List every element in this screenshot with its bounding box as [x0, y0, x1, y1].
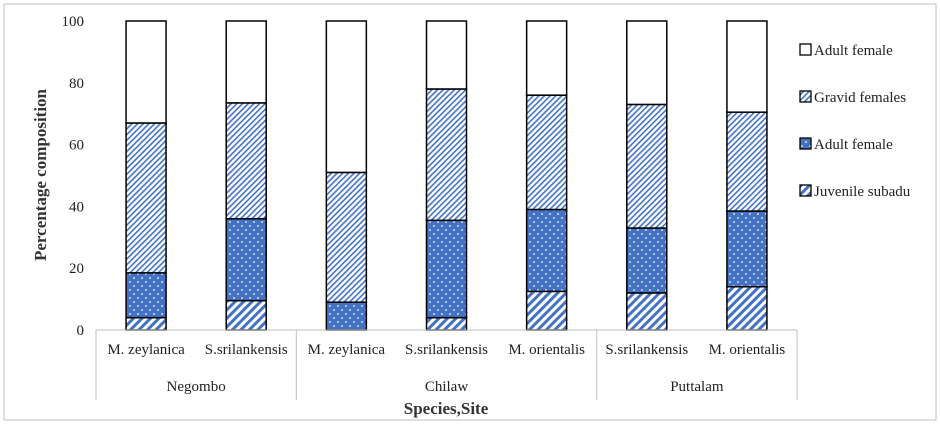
y-axis-title: Percentage composition [31, 88, 50, 261]
bar-segment [325, 171, 368, 303]
bar-segment [225, 299, 267, 331]
x-group-label: Chilaw [425, 379, 468, 395]
bar-segment [626, 20, 668, 106]
x-tick-label: S.srilankensis [205, 342, 288, 358]
x-tick-label: M. zeylanica [308, 342, 386, 358]
bar-segment [225, 102, 267, 220]
x-tick-label: M. orientalis [709, 342, 786, 358]
bar-segment [626, 227, 668, 294]
legend: Adult female Gravid females Adult female Ju… [799, 43, 911, 200]
legend-label: Juvenile subadu [814, 184, 911, 200]
bar-segment [726, 285, 768, 331]
bar-segment [726, 210, 768, 288]
x-axis-title: Species,Site [404, 399, 489, 418]
legend-swatch [799, 137, 812, 150]
bar-segment [125, 272, 167, 319]
bar-segment [425, 316, 468, 331]
y-tick-label: 60 [69, 138, 84, 154]
bar-segment [726, 111, 768, 212]
y-tick-label: 20 [69, 261, 84, 277]
legend-label: Adult female [814, 137, 893, 153]
bar-segment [525, 208, 568, 293]
y-tick-label: 0 [77, 323, 85, 339]
bar-segment [525, 20, 568, 96]
bar-segment [125, 20, 167, 124]
bar-segment [525, 94, 568, 211]
y-tick-label: 40 [69, 199, 84, 215]
legend-swatch [799, 184, 812, 197]
x-group-label: Negombo [167, 379, 226, 395]
bar-segment [626, 103, 668, 229]
x-group-label: Puttalam [670, 379, 724, 395]
bar-segment [225, 218, 267, 302]
bar-segment [125, 122, 167, 274]
x-tick-label: S.srilankensis [605, 342, 688, 358]
chart-frame [3, 3, 937, 421]
bar-segment [325, 301, 368, 331]
legend-swatch [799, 43, 812, 56]
y-tick-label: 100 [62, 14, 85, 30]
bar-segment [425, 88, 468, 222]
bar-segment [125, 316, 167, 331]
x-tick-label: M. orientalis [508, 342, 585, 358]
bar-segment [726, 20, 768, 113]
legend-label: Adult female [814, 43, 893, 59]
bar-segment [225, 20, 267, 104]
bar-segment [425, 219, 468, 319]
x-tick-label: M. zeylanica [107, 342, 185, 358]
x-tick-label: S.srilankensis [405, 342, 488, 358]
bar-segment [325, 20, 368, 174]
plot-area: 0 20 40 60 80 100 M. zeylanica S.srilankensis Ne… [62, 14, 798, 400]
y-tick-label: 80 [69, 76, 84, 92]
legend-swatch [799, 90, 812, 103]
bar-segment [525, 290, 568, 331]
legend-label: Gravid females [814, 90, 906, 106]
bar-segment [626, 292, 668, 331]
bar-segment [425, 20, 468, 90]
